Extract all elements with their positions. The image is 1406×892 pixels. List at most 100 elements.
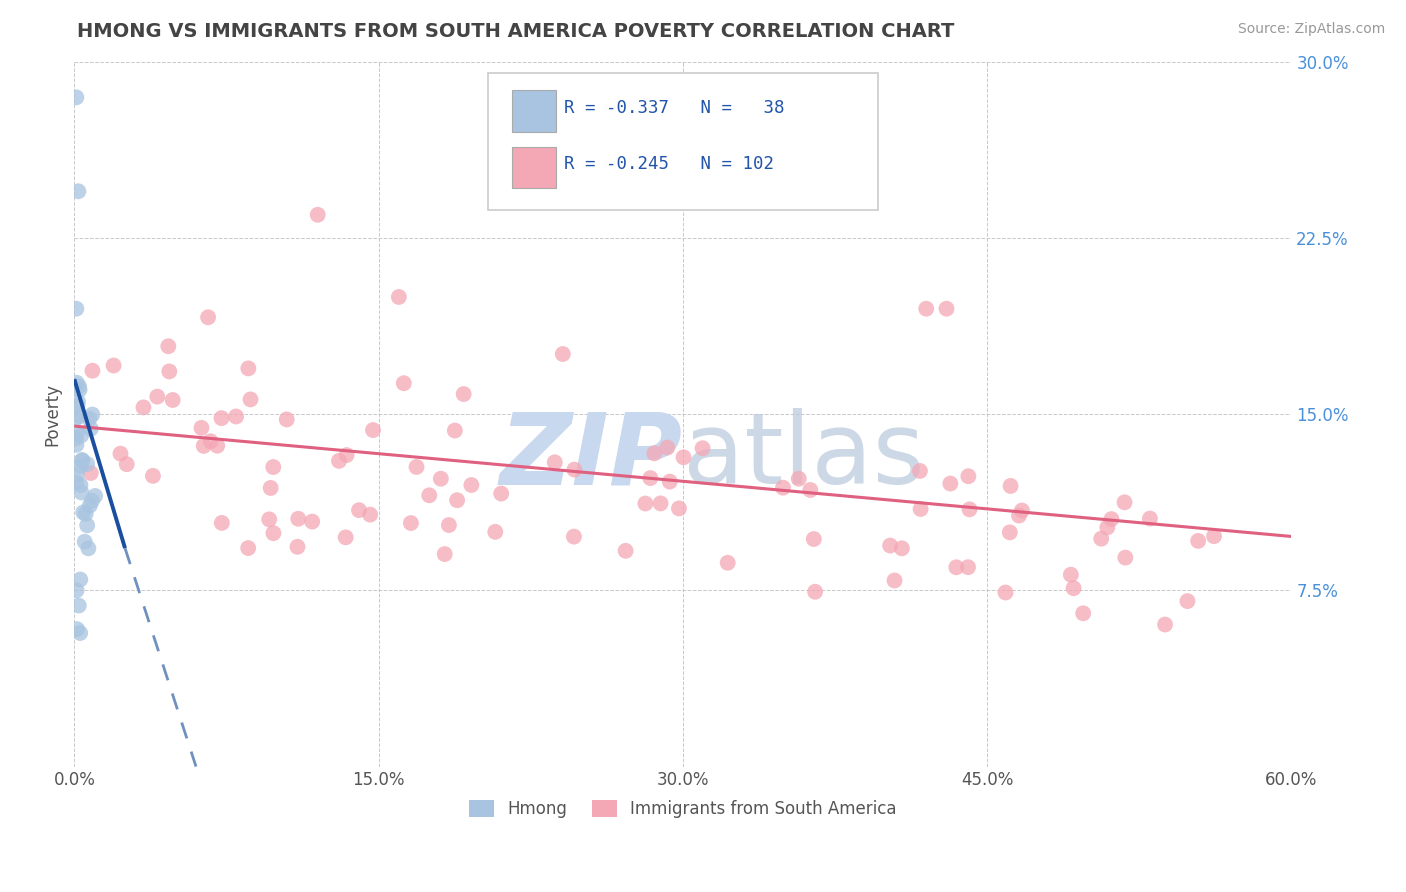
Point xyxy=(67,184,90,198)
Point xyxy=(668,501,690,516)
Text: R = -0.337   N =   38: R = -0.337 N = 38 xyxy=(564,99,785,117)
Point xyxy=(76,518,98,533)
Point xyxy=(65,438,87,452)
Point xyxy=(69,573,91,587)
Point xyxy=(879,539,901,553)
Point xyxy=(564,462,586,476)
Point xyxy=(225,409,247,424)
Point xyxy=(157,339,180,353)
Point xyxy=(998,525,1021,540)
Point xyxy=(80,493,103,508)
Point xyxy=(70,453,93,467)
Point xyxy=(262,460,284,475)
Point xyxy=(388,290,411,304)
Point xyxy=(193,439,215,453)
Point xyxy=(287,540,309,554)
Point xyxy=(66,399,89,413)
Point xyxy=(956,560,979,574)
Point xyxy=(69,459,91,474)
Point xyxy=(544,455,567,469)
Point xyxy=(190,421,212,435)
Text: R = -0.245   N = 102: R = -0.245 N = 102 xyxy=(564,155,773,173)
Point xyxy=(489,486,512,500)
Point xyxy=(65,411,87,425)
Point xyxy=(65,475,87,490)
Point xyxy=(301,515,323,529)
Point xyxy=(69,383,91,397)
Point xyxy=(692,441,714,455)
Point xyxy=(70,485,93,500)
Point xyxy=(1000,479,1022,493)
Point xyxy=(79,411,101,425)
Point xyxy=(1090,532,1112,546)
Point xyxy=(65,90,87,104)
Point xyxy=(1060,567,1083,582)
Point xyxy=(1063,581,1085,595)
Point xyxy=(359,508,381,522)
Point xyxy=(1202,529,1225,543)
Point xyxy=(335,530,357,544)
Point xyxy=(804,584,827,599)
Text: HMONG VS IMMIGRANTS FROM SOUTH AMERICA POVERTY CORRELATION CHART: HMONG VS IMMIGRANTS FROM SOUTH AMERICA P… xyxy=(77,22,955,41)
Point xyxy=(115,457,138,471)
Point xyxy=(66,425,89,440)
Point xyxy=(66,376,89,390)
Point xyxy=(65,301,87,316)
Point xyxy=(1114,550,1136,565)
Point xyxy=(84,489,107,503)
Point xyxy=(328,454,350,468)
Point xyxy=(562,530,585,544)
Y-axis label: Poverty: Poverty xyxy=(44,383,60,446)
Point xyxy=(65,431,87,445)
Point xyxy=(76,457,98,471)
Point xyxy=(418,488,440,502)
FancyBboxPatch shape xyxy=(512,90,557,132)
Point xyxy=(336,448,359,462)
Point xyxy=(361,423,384,437)
Point xyxy=(643,446,665,460)
Point xyxy=(399,516,422,530)
Point xyxy=(650,496,672,510)
Point xyxy=(69,478,91,492)
Point xyxy=(672,450,695,465)
Point xyxy=(658,475,681,489)
Point xyxy=(1177,594,1199,608)
Point xyxy=(77,541,100,556)
Point xyxy=(460,478,482,492)
Point xyxy=(1187,533,1209,548)
Point xyxy=(69,409,91,424)
Text: ZIP: ZIP xyxy=(499,409,683,505)
Legend: Hmong, Immigrants from South America: Hmong, Immigrants from South America xyxy=(463,794,904,825)
Point xyxy=(437,518,460,533)
Point xyxy=(634,496,657,510)
Point xyxy=(287,512,309,526)
Point xyxy=(1097,520,1119,534)
Point xyxy=(80,466,103,480)
Point xyxy=(75,507,97,521)
Point xyxy=(939,476,962,491)
Point xyxy=(772,481,794,495)
Point xyxy=(70,428,93,442)
Point xyxy=(433,547,456,561)
Point xyxy=(260,481,283,495)
Point xyxy=(640,471,662,485)
Point xyxy=(657,441,679,455)
Point xyxy=(803,532,825,546)
Point xyxy=(347,503,370,517)
Point xyxy=(1008,508,1031,523)
Point xyxy=(1139,511,1161,525)
Point xyxy=(162,392,184,407)
Point xyxy=(67,379,90,393)
Text: Source: ZipAtlas.com: Source: ZipAtlas.com xyxy=(1237,22,1385,37)
Point xyxy=(262,526,284,541)
Point xyxy=(72,505,94,519)
Point xyxy=(257,512,280,526)
Point xyxy=(197,310,219,325)
Point xyxy=(1071,607,1094,621)
Point xyxy=(132,401,155,415)
Point xyxy=(239,392,262,407)
Point xyxy=(69,626,91,640)
Point xyxy=(80,422,103,436)
Point xyxy=(910,502,932,516)
Point xyxy=(890,541,912,556)
